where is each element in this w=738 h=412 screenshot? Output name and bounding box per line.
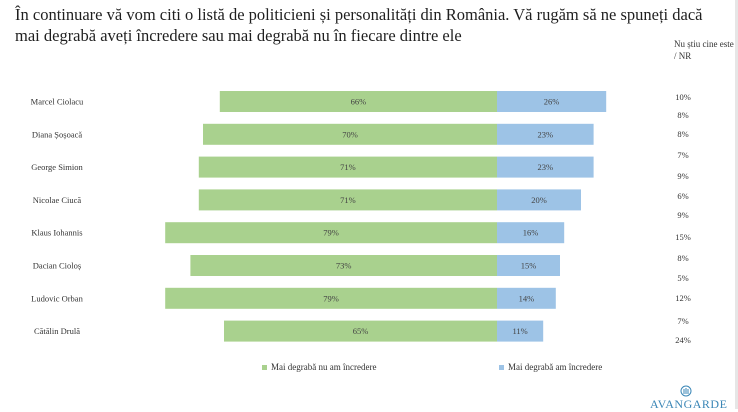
nr-label: 6% [677, 191, 688, 201]
data-label-distrust: 65% [353, 326, 369, 336]
category-label: George Simion [31, 162, 83, 172]
nr-label: 7% [677, 150, 688, 160]
bar-trust [497, 91, 607, 112]
nr-label: 8% [677, 110, 688, 120]
legend-swatch-trust [499, 364, 504, 370]
bar-trust [497, 123, 594, 145]
category-label: Marcel Ciolacu [31, 97, 84, 107]
data-label-distrust: 71% [340, 195, 356, 205]
category-label: Nicolae Ciucă [33, 195, 82, 205]
data-label-trust: 14% [519, 293, 535, 303]
data-label-trust: 15% [521, 261, 537, 271]
bar-distrust [198, 156, 498, 178]
nr-label: 24% [675, 335, 691, 345]
legend-label-distrust: Mai degrabă nu am încredere [271, 362, 377, 372]
bar-trust [497, 320, 544, 342]
nr-label: 15% [675, 232, 691, 242]
bar-distrust [190, 255, 497, 276]
data-label-distrust: 79% [323, 228, 339, 238]
chart-title: În continuare vă vom citi o listă de pol… [15, 5, 703, 45]
data-label-trust: 16% [523, 228, 539, 238]
legend-label-trust: Mai degrabă am încredere [508, 362, 603, 372]
data-label-trust: 23% [538, 129, 554, 139]
nr-label: 9% [677, 171, 688, 181]
bar-distrust [224, 320, 497, 342]
logo-text: AVANGARDE [650, 397, 728, 411]
legend-swatch-distrust [262, 364, 267, 370]
category-label: Ludovic Orban [31, 293, 83, 303]
data-label-trust: 26% [544, 97, 560, 107]
nr-label: 5% [677, 273, 688, 283]
data-label-trust: 20% [531, 195, 547, 205]
nr-label: 12% [675, 293, 691, 303]
category-label: Cătălin Drulă [34, 326, 80, 336]
bar-trust [497, 287, 556, 309]
bar-trust [497, 156, 594, 178]
data-label-distrust: 71% [340, 162, 356, 172]
nr-label: 7% [677, 316, 688, 326]
bar-distrust [165, 222, 497, 244]
nr-label: 8% [677, 129, 688, 139]
category-label: Dacian Cioloș [33, 261, 81, 271]
legend-item-trust: Mai degrabă am încredere [499, 362, 602, 372]
nr-label: 8% [677, 253, 688, 263]
bar-distrust [203, 123, 497, 145]
bar-distrust [219, 91, 498, 112]
bar-trust [497, 189, 581, 211]
data-label-trust: 11% [512, 326, 527, 336]
bar-distrust [165, 287, 497, 309]
category-label: Klaus Iohannis [31, 228, 82, 238]
data-label-distrust: 70% [342, 129, 358, 139]
category-label: Diana Șoșoacă [32, 129, 83, 139]
bar-trust [497, 222, 565, 244]
nr-label: 9% [677, 210, 688, 220]
bar-trust [497, 255, 560, 276]
page-right-border [735, 0, 738, 409]
data-label-distrust: 73% [336, 261, 352, 271]
avangarde-logo: AVANGARDE [650, 384, 738, 411]
data-label-distrust: 66% [351, 97, 367, 107]
logo-emblem-icon [680, 385, 692, 397]
data-label-trust: 23% [538, 162, 554, 172]
legend-item-distrust: Mai degrabă nu am încredere [262, 362, 376, 372]
bar-distrust [198, 189, 498, 211]
data-label-distrust: 79% [323, 293, 339, 303]
nr-label: 10% [675, 92, 691, 102]
nr-column-header: Nu știu cine este / NR [674, 39, 734, 61]
